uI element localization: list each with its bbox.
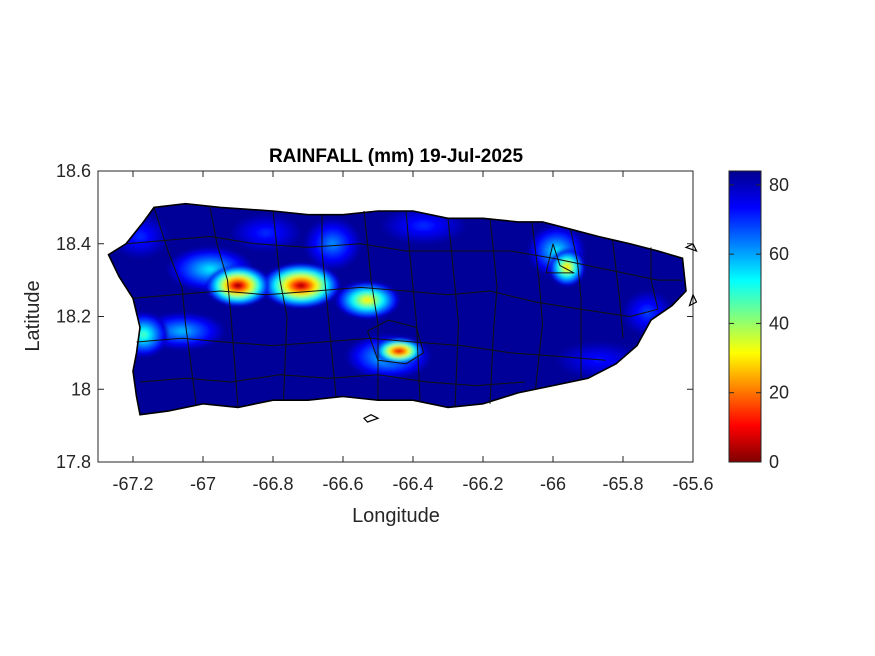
municipal-boundary [612,240,624,339]
rain-contour [298,284,304,288]
y-tick-label: 18.2 [56,307,91,327]
municipal-boundary [367,319,424,365]
municipal-boundary [363,210,379,401]
municipal-boundary [132,286,659,317]
colorbar [728,170,762,463]
municipal-boundaries [125,207,683,408]
y-tick-label: 17.8 [56,452,91,472]
rain-cell [374,338,424,364]
rain-cell [262,263,340,308]
chart-title: RAINFALL (mm) 19-Jul-2025 [269,146,524,167]
colorbar-ticks: 0 20 40 60 80 [729,175,789,472]
x-tick-label: -66.4 [392,474,433,494]
islet [363,414,380,423]
rain-cell [231,214,301,251]
rain-contour [235,284,241,287]
island-outline [107,202,687,416]
x-tick-label: -66.6 [322,474,363,494]
rain-contour [207,267,213,271]
y-tick-label: 18 [71,379,91,399]
rain-contour [420,224,427,227]
municipal-boundary [139,374,526,387]
colorbar-tick-label: 20 [769,383,789,403]
municipal-boundary [321,214,337,397]
municipal-boundary [545,243,575,274]
colorbar-tick-label: 0 [769,452,779,472]
y-tick-label: 18.6 [56,161,91,181]
y-tick-label: 18.4 [56,234,91,254]
x-axis-label: Longitude [352,505,440,527]
municipal-boundary [136,337,606,361]
y-axis-ticks: 17.8 18 18.2 18.4 18.6 [56,161,693,472]
municipal-boundary [650,247,659,310]
rain-cell [304,218,361,270]
rain-contour [263,231,269,235]
x-axis-ticks: -67.2 -67 -66.8 -66.6 -66.4 -66.2 -66 -65.8 -65.… [112,171,714,494]
offshore-islets [363,242,698,423]
municipal-boundary [447,218,459,408]
municipal-boundary [531,221,543,390]
x-tick-label: -66.8 [252,474,293,494]
x-tick-label: -66.2 [462,474,503,494]
x-tick-label: -65.8 [602,474,643,494]
rain-contour [365,298,370,302]
y-axis-label: Latitude [22,280,44,351]
rain-contour [565,266,569,269]
x-tick-label: -67.2 [112,474,153,494]
colorbar-tick-label: 80 [769,175,789,195]
colorbar-tick-label: 40 [769,313,789,333]
municipal-boundary [153,207,197,404]
municipal-boundary [209,207,239,408]
x-tick-label: -66 [540,474,566,494]
municipal-boundary [125,236,683,281]
colorbar-tick-label: 60 [769,244,789,264]
islet [684,242,698,253]
municipal-boundary [405,210,421,401]
municipal-boundary [570,229,582,379]
x-tick-label: -67 [190,474,216,494]
islet [688,293,698,307]
rain-cell [549,249,585,286]
rain-contour [397,350,401,352]
x-tick-label: -65.6 [672,474,713,494]
rain-cell [336,281,399,319]
rain-contour [330,242,335,246]
rain-contour [141,333,146,337]
rain-contour [138,234,142,239]
municipal-boundary [489,218,498,404]
rain-cell [206,265,270,306]
rain-contour [179,329,185,333]
